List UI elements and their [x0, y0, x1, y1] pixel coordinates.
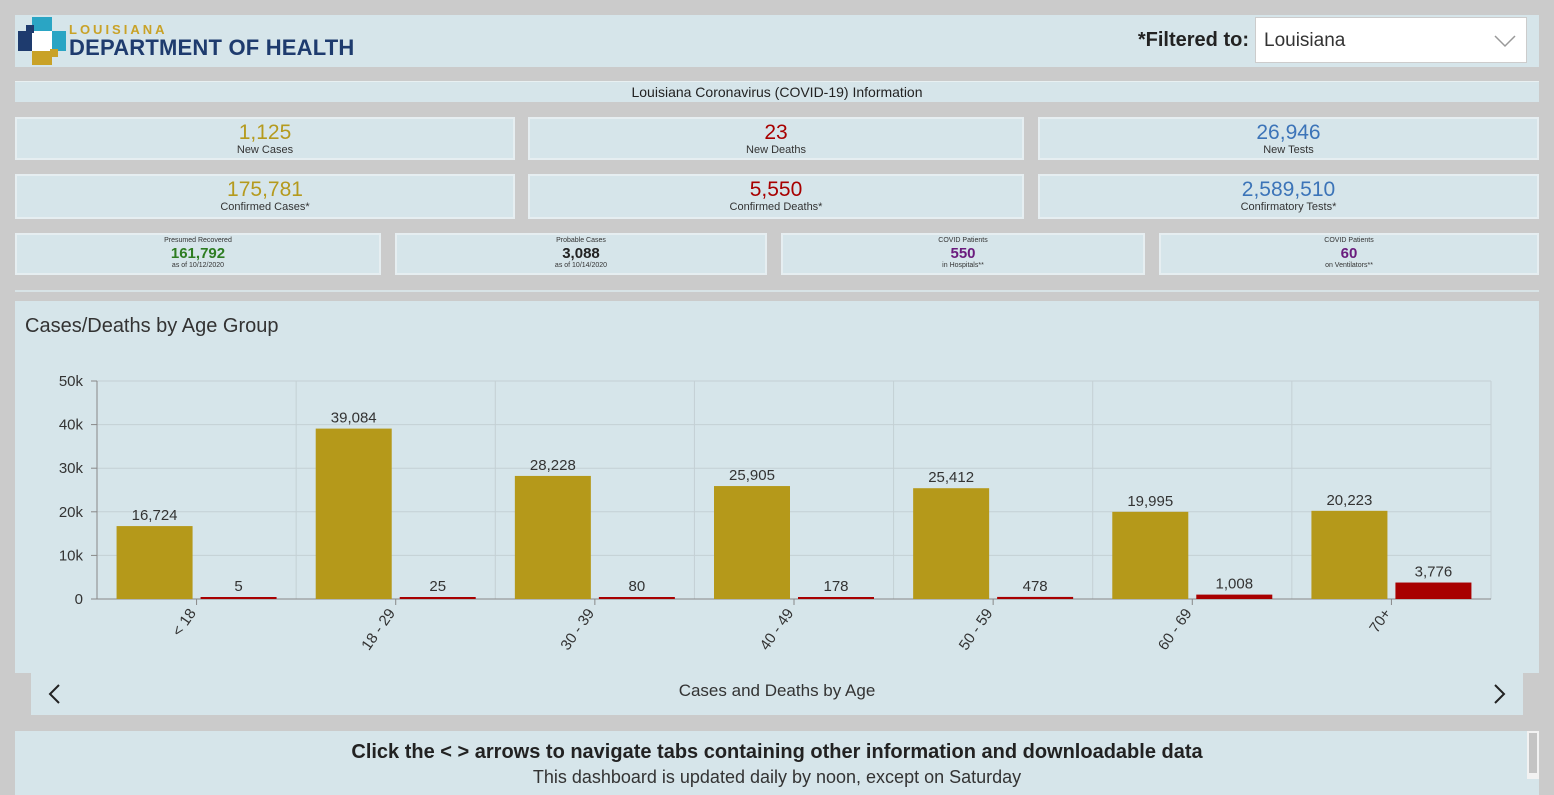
stat-label: New Deaths [746, 144, 806, 156]
stat-new-cases: 1,125 New Cases [15, 117, 515, 160]
cases-bar [315, 428, 392, 599]
chevron-right-icon[interactable] [1487, 681, 1511, 707]
filter-selected-value: Louisiana [1264, 30, 1346, 51]
stat-label: New Cases [236, 144, 294, 156]
deaths-bar [399, 597, 476, 599]
stat-confirmed-deaths: 5,550 Confirmed Deaths* [528, 174, 1024, 219]
stat-ventilators: COVID Patients 60 on Ventilators** [1159, 233, 1539, 275]
cases-bar [913, 488, 990, 599]
footer-update-note: This dashboard is updated daily by noon,… [532, 767, 1022, 787]
stat-label: Confirmed Deaths* [729, 201, 823, 213]
deaths-bar [200, 597, 277, 599]
deaths-data-label: 178 [823, 578, 848, 595]
y-tick-label: 50k [59, 373, 84, 390]
filter-dropdown[interactable]: Louisiana [1255, 17, 1527, 63]
stat-value: 23 [764, 121, 788, 144]
filter-label: *Filtered to: [1137, 29, 1249, 51]
footer-scrollbar[interactable] [1527, 731, 1539, 779]
cases-data-label: 39,084 [331, 410, 377, 427]
cases-bar [714, 486, 790, 599]
deaths-bar [598, 597, 675, 599]
chart-title: Cases/Deaths by Age Group [25, 315, 279, 337]
header-bar: LOUISIANA DEPARTMENT OF HEALTH *Filtered… [15, 15, 1539, 67]
x-tick-label: 40 - 49 [757, 606, 798, 654]
cases-data-label: 16,724 [132, 507, 178, 524]
stat-subcaption: in Hospitals** [942, 262, 984, 269]
stat-subcaption: on Ventilators** [1325, 262, 1373, 269]
deaths-bar [1395, 582, 1472, 599]
x-tick-label: 60 - 69 [1155, 606, 1196, 654]
stat-value: 5,550 [749, 178, 803, 201]
stat-caption: Presumed Recovered [164, 237, 232, 244]
x-tick-label: 50 - 59 [956, 606, 997, 654]
chevron-down-icon [1494, 35, 1516, 48]
cross-logo-icon [18, 17, 66, 65]
chart-panel: Cases/Deaths by Age Group 0 10k 20k 30k 40k 5… [15, 301, 1539, 673]
deaths-bar [1196, 594, 1273, 599]
x-tick-label: 18 - 29 [358, 606, 399, 654]
stat-caption: COVID Patients [938, 237, 988, 244]
stat-value: 161,792 [170, 245, 226, 262]
cases-bar [514, 475, 591, 599]
footer-info-panel: Click the < > arrows to navigate tabs co… [15, 731, 1539, 795]
stat-new-tests: 26,946 New Tests [1038, 117, 1539, 160]
deaths-data-label: 478 [1023, 578, 1048, 595]
scrollbar-thumb[interactable] [1529, 733, 1537, 773]
cases-data-label: 25,412 [928, 469, 974, 486]
age-group-bar-chart: 0 10k 20k 30k 40k 50k 16,724 5 < 18 39,084 25 18 - … [59, 373, 1492, 654]
cases-data-label: 28,228 [530, 457, 576, 474]
deaths-data-label: 80 [629, 578, 646, 595]
tab-label: Cases and Deaths by Age [678, 681, 876, 700]
stat-presumed-recovered: Presumed Recovered 161,792 as of 10/12/2… [15, 233, 381, 275]
stat-label: Confirmatory Tests* [1240, 201, 1337, 213]
chevron-left-icon[interactable] [43, 681, 67, 707]
logo-state-text: LOUISIANA [69, 22, 168, 37]
deaths-data-label: 25 [429, 578, 446, 595]
stat-value: 60 [1340, 245, 1358, 262]
x-tick-label: 30 - 39 [557, 606, 598, 654]
x-tick-label: < 18 [169, 606, 200, 640]
stat-value: 2,589,510 [1241, 178, 1336, 201]
cases-bar [1311, 510, 1388, 599]
y-tick-label: 30k [59, 460, 84, 477]
stat-confirmatory-tests: 2,589,510 Confirmatory Tests* [1038, 174, 1539, 219]
stat-new-deaths: 23 New Deaths [528, 117, 1024, 160]
logo-dept-text: DEPARTMENT OF HEALTH [69, 35, 355, 60]
cases-bar [116, 526, 193, 599]
tab-navigation-bar: Cases and Deaths by Age [31, 673, 1523, 715]
stat-value: 550 [950, 245, 976, 262]
stat-value: 175,781 [227, 178, 303, 201]
y-tick-label: 10k [59, 547, 84, 564]
y-tick-label: 0 [75, 591, 83, 608]
stat-value: 3,088 [562, 245, 600, 262]
cases-data-label: 25,905 [729, 467, 775, 484]
stat-value: 26,946 [1256, 121, 1321, 144]
stat-confirmed-cases: 175,781 Confirmed Cases* [15, 174, 515, 219]
deaths-bar [798, 597, 874, 599]
stat-caption: Probable Cases [556, 237, 606, 244]
y-tick-label: 40k [59, 417, 84, 434]
stat-label: Confirmed Cases* [220, 201, 310, 213]
stat-label: New Tests [1263, 144, 1314, 156]
deaths-bar [997, 596, 1074, 599]
info-title-bar: Louisiana Coronavirus (COVID-19) Informa… [15, 81, 1539, 102]
cases-bar [1112, 511, 1189, 599]
cases-data-label: 19,995 [1127, 493, 1173, 510]
stat-subcaption: as of 10/12/2020 [171, 262, 225, 269]
x-tick-label: 70+ [1366, 605, 1395, 636]
stat-caption: COVID Patients [1324, 237, 1374, 244]
footer-instruction: Click the < > arrows to navigate tabs co… [351, 741, 1203, 763]
ldh-logo: LOUISIANA DEPARTMENT OF HEALTH [18, 17, 378, 65]
y-tick-label: 20k [59, 504, 84, 521]
section-divider [15, 290, 1539, 292]
cases-data-label: 20,223 [1326, 492, 1372, 509]
deaths-data-label: 1,008 [1216, 576, 1254, 593]
deaths-data-label: 3,776 [1415, 564, 1453, 581]
stat-probable-cases: Probable Cases 3,088 as of 10/14/2020 [395, 233, 767, 275]
stat-subcaption: as of 10/14/2020 [554, 262, 608, 269]
deaths-data-label: 5 [234, 578, 242, 595]
stat-hospitalized: COVID Patients 550 in Hospitals** [781, 233, 1145, 275]
stat-value: 1,125 [238, 121, 292, 144]
